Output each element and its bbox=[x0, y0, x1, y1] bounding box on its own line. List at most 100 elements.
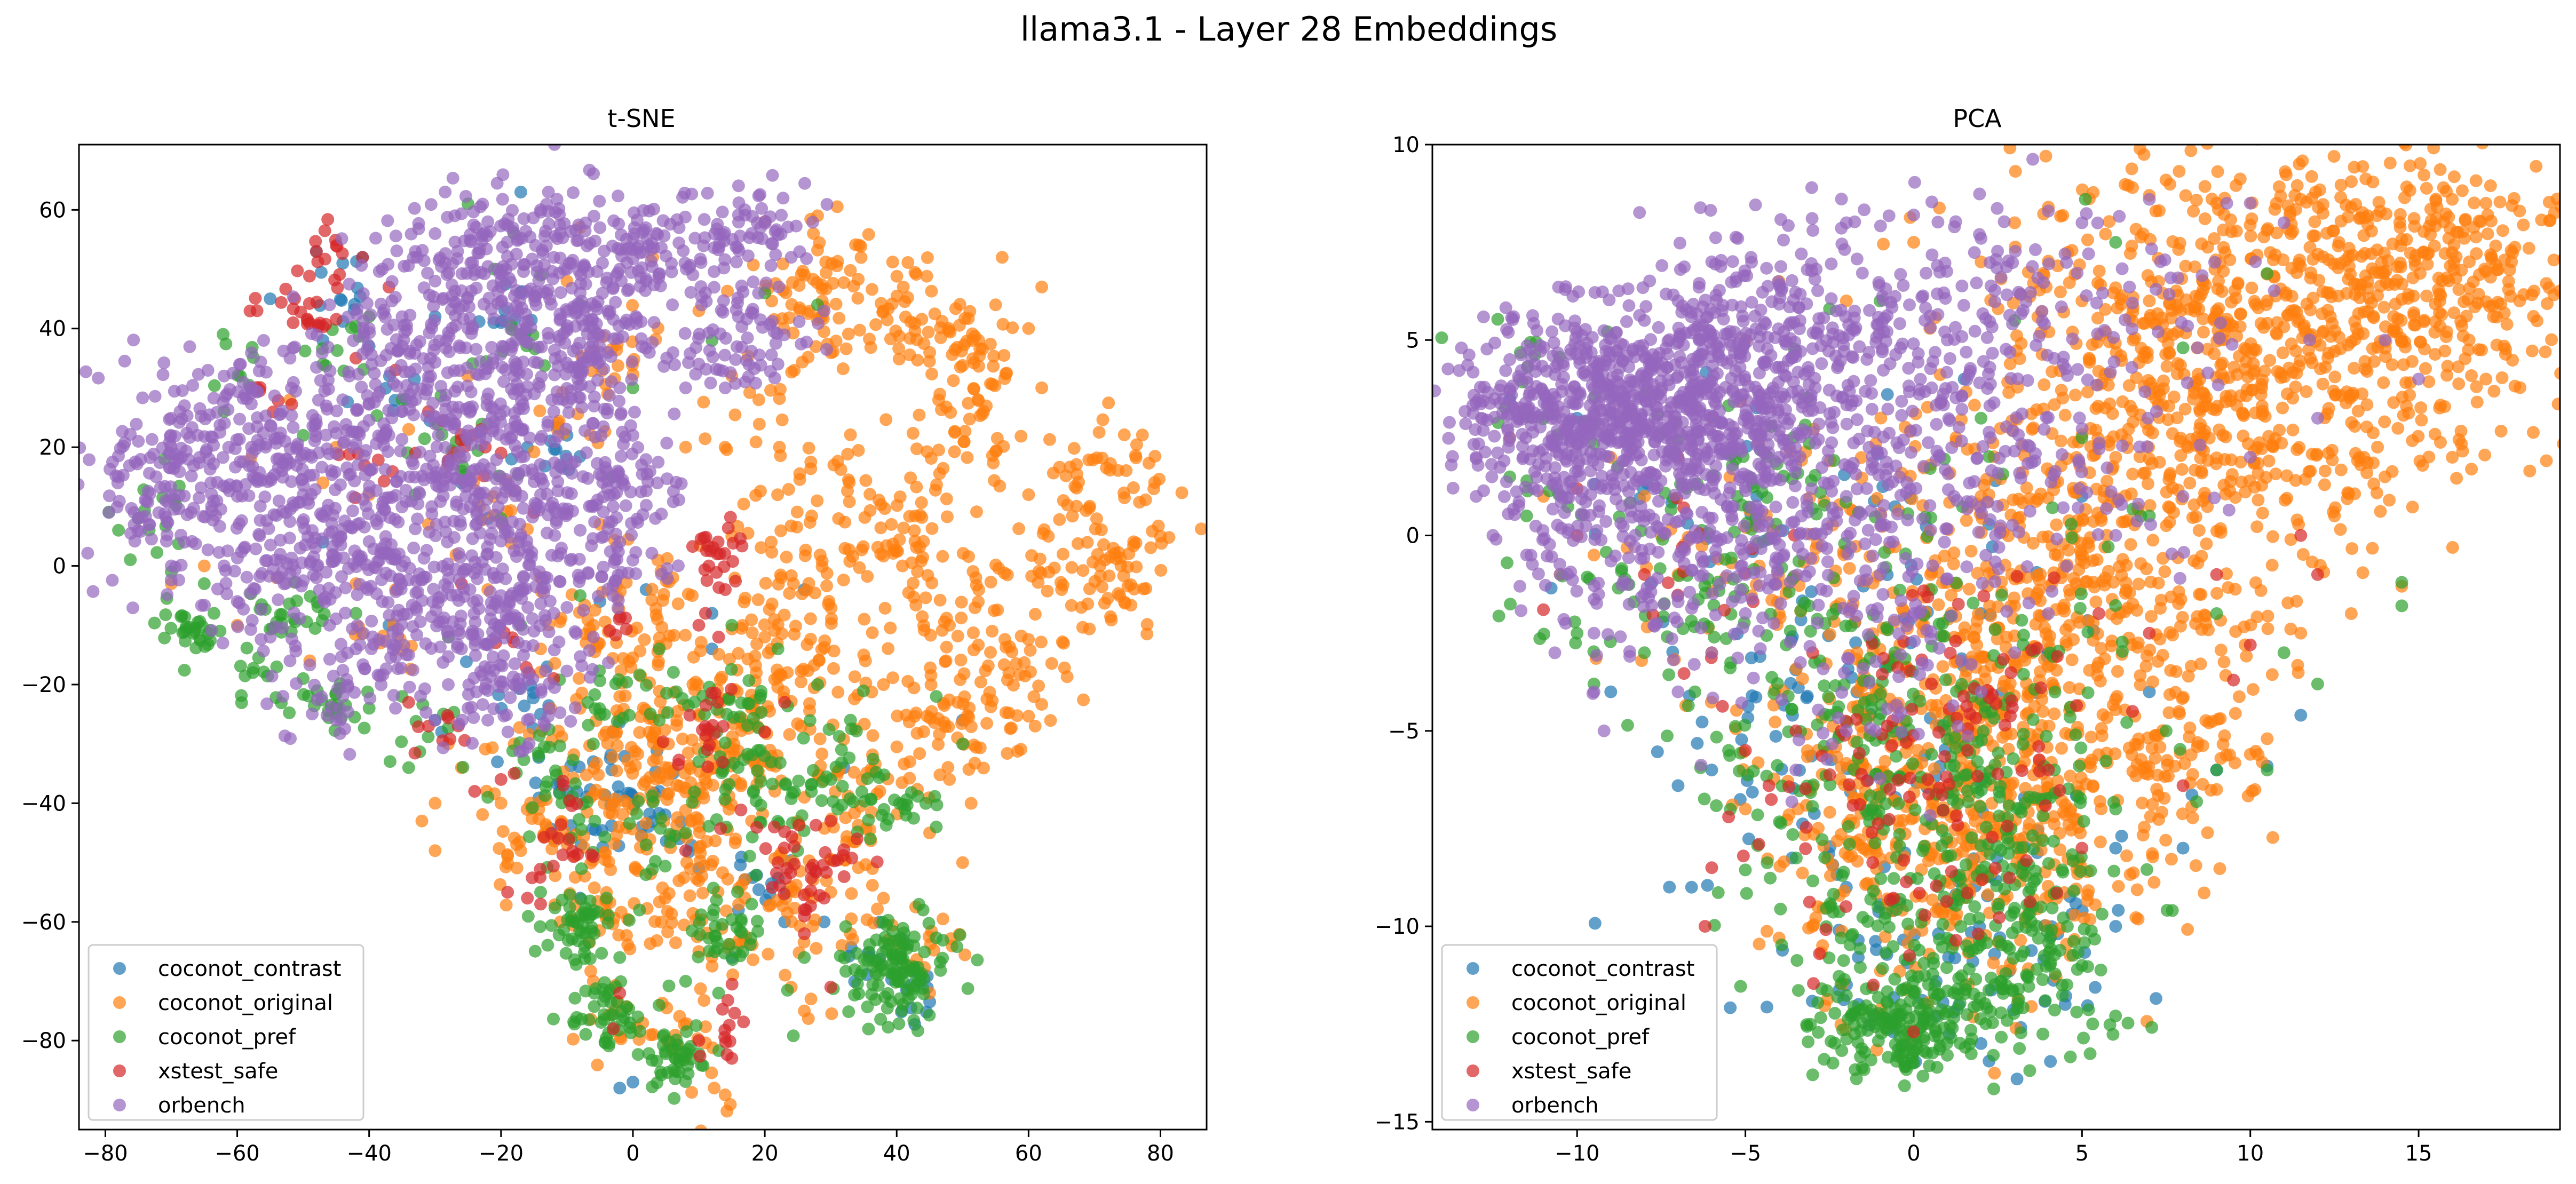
tsne-point bbox=[797, 732, 810, 745]
tsne-point bbox=[907, 1014, 921, 1027]
tsne-point bbox=[378, 547, 391, 560]
tsne-point bbox=[1102, 396, 1115, 410]
tsne-point bbox=[576, 917, 590, 931]
tsne-point bbox=[153, 456, 167, 470]
pca-point bbox=[1760, 1000, 1773, 1014]
tsne-point bbox=[334, 478, 347, 491]
tsne-point bbox=[548, 435, 561, 448]
tsne-point bbox=[442, 678, 455, 691]
tsne-point bbox=[415, 814, 429, 828]
tsne-point bbox=[500, 899, 513, 912]
tsne-point bbox=[663, 828, 677, 841]
tsne-point bbox=[854, 251, 868, 264]
tsne-point bbox=[601, 346, 614, 359]
tsne-point bbox=[369, 378, 382, 391]
tsne-point bbox=[486, 650, 500, 664]
tsne-point bbox=[569, 627, 583, 640]
tsne-point bbox=[600, 276, 613, 289]
tsne-point bbox=[732, 897, 745, 911]
tsne-point bbox=[617, 438, 630, 451]
tsne-point bbox=[784, 866, 797, 879]
tsne-point bbox=[1028, 608, 1042, 621]
tsne-point bbox=[694, 644, 707, 657]
tsne-point bbox=[578, 939, 591, 952]
tsne-point bbox=[640, 484, 653, 497]
tsne-point bbox=[1024, 665, 1037, 679]
tsne-point bbox=[1013, 668, 1026, 681]
tsne-point bbox=[670, 819, 684, 832]
tsne-point bbox=[771, 642, 784, 656]
tsne-point bbox=[755, 202, 768, 215]
tsne-point bbox=[384, 342, 398, 355]
tsne-point bbox=[494, 773, 508, 786]
tsne-point bbox=[875, 809, 889, 822]
tsne-point bbox=[665, 265, 678, 279]
tsne-point bbox=[588, 400, 601, 412]
tsne-point bbox=[768, 673, 781, 686]
tsne-point bbox=[362, 397, 376, 410]
tsne-point bbox=[517, 649, 530, 662]
tsne-point bbox=[1041, 584, 1054, 598]
tsne-point bbox=[656, 214, 670, 227]
tsne-point bbox=[1034, 635, 1048, 649]
tsne-point bbox=[116, 468, 130, 482]
tsne-point bbox=[693, 1050, 707, 1063]
tsne-point bbox=[613, 613, 626, 626]
tsne-point bbox=[685, 733, 699, 746]
tsne-point bbox=[79, 365, 92, 378]
tsne-point bbox=[724, 1098, 737, 1111]
tsne-point bbox=[708, 1082, 721, 1095]
tsne-point bbox=[1045, 657, 1058, 670]
tsne-point bbox=[620, 929, 633, 942]
tsne-point bbox=[412, 720, 425, 734]
tsne-point bbox=[988, 474, 1001, 487]
tsne-point bbox=[248, 471, 261, 484]
tsne-point bbox=[759, 577, 772, 590]
tsne-point bbox=[968, 383, 980, 396]
tsne-point bbox=[407, 382, 420, 395]
tsne-point bbox=[997, 440, 1010, 453]
tsne-point bbox=[725, 682, 738, 696]
tsne-point bbox=[908, 524, 921, 537]
tsne-point bbox=[836, 362, 850, 376]
tsne-point bbox=[654, 812, 668, 825]
tsne-point bbox=[253, 499, 267, 513]
tsne-point bbox=[970, 505, 983, 519]
tsne-point bbox=[496, 825, 510, 838]
tsne-point bbox=[255, 633, 268, 646]
tsne-point bbox=[574, 892, 588, 905]
tsne-point bbox=[172, 574, 185, 587]
tsne-point bbox=[106, 574, 119, 587]
tsne-point bbox=[581, 566, 595, 579]
tsne-point bbox=[957, 435, 971, 449]
tsne-point bbox=[715, 766, 728, 780]
tsne-point bbox=[1129, 536, 1143, 550]
tsne-point bbox=[161, 588, 174, 601]
tsne-point bbox=[627, 1076, 639, 1088]
tsne-point bbox=[705, 686, 718, 700]
tsne-point bbox=[616, 330, 629, 344]
tsne-point bbox=[851, 832, 864, 846]
tsne-point bbox=[724, 511, 737, 524]
tsne-point bbox=[866, 283, 878, 296]
tsne-cluster bbox=[526, 827, 598, 885]
tsne-point bbox=[346, 490, 359, 503]
tsne-point bbox=[298, 538, 312, 552]
tsne-point bbox=[716, 756, 729, 769]
tsne-point bbox=[297, 513, 310, 526]
tsne-point bbox=[358, 449, 371, 463]
tsne-point bbox=[834, 949, 847, 963]
tsne-point bbox=[125, 502, 138, 515]
tsne-point bbox=[469, 649, 482, 662]
tsne-point bbox=[643, 346, 656, 359]
tsne-panel: t-SNE −80 −60 −40 −20 0 20 40 60 80 −80−60−40−20… bbox=[21, 104, 1208, 1166]
tsne-point bbox=[210, 406, 224, 419]
tsne-point bbox=[870, 855, 884, 869]
tsne-point bbox=[862, 228, 875, 241]
tsne-point bbox=[477, 458, 490, 471]
tsne-point bbox=[575, 1012, 589, 1026]
tsne-point bbox=[699, 432, 712, 446]
tsne-point bbox=[205, 624, 218, 637]
tsne-point bbox=[585, 848, 598, 862]
